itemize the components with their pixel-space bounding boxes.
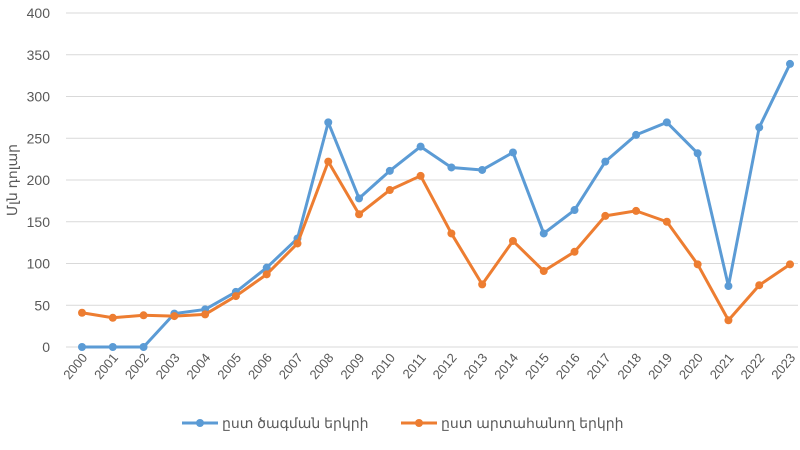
y-tick-label: 0 <box>42 339 50 355</box>
x-tick-label: 2011 <box>399 350 428 381</box>
x-tick-label: 2003 <box>153 350 183 382</box>
legend-marker-exporter <box>415 419 423 427</box>
y-tick-label: 150 <box>27 214 51 230</box>
x-tick-label: 2021 <box>707 350 737 382</box>
data-point <box>139 311 148 320</box>
data-point <box>324 118 333 127</box>
y-axis-ticks: 0 50 100 150 200 250 300 350 400 <box>27 5 51 355</box>
legend-label-exporter: ըստ արտահանող երկրի <box>441 415 623 431</box>
data-point <box>355 210 364 219</box>
legend-marker-origin <box>196 419 204 427</box>
data-point <box>355 194 364 203</box>
x-tick-label: 2008 <box>306 350 336 382</box>
data-point <box>262 270 271 279</box>
x-tick-label: 2009 <box>337 350 367 382</box>
x-tick-label: 2012 <box>430 350 460 382</box>
y-tick-label: 250 <box>27 130 51 146</box>
data-point <box>632 206 641 215</box>
y-axis-label: Մլն դոլար <box>4 144 20 216</box>
data-point <box>293 239 302 248</box>
x-tick-label: 2023 <box>768 350 798 382</box>
data-point <box>78 343 86 351</box>
data-point <box>262 263 271 272</box>
x-tick-label: 2004 <box>183 350 213 382</box>
x-tick-label: 2001 <box>91 350 121 382</box>
data-point <box>478 165 487 174</box>
data-point <box>786 260 794 269</box>
data-point <box>108 313 117 322</box>
data-point <box>170 312 179 321</box>
x-axis-ticks: 2000 2001 2002 2003 2004 2005 2006 2007 2008 2009… <box>60 350 798 382</box>
data-point <box>508 148 517 157</box>
data-point <box>724 316 733 325</box>
x-tick-label: 2006 <box>245 350 275 382</box>
legend: ըստ ծագման երկրի ըստ արտահանող երկրի <box>182 415 623 431</box>
x-tick-label: 2010 <box>368 350 398 382</box>
x-tick-label: 2014 <box>491 350 521 382</box>
data-point <box>755 123 764 132</box>
series-1 <box>78 157 794 325</box>
data-point <box>539 229 548 238</box>
x-tick-label: 2007 <box>276 350 306 382</box>
y-tick-label: 300 <box>27 89 51 105</box>
y-tick-label: 400 <box>27 5 51 21</box>
data-point <box>632 130 641 139</box>
data-point <box>201 310 210 319</box>
data-point <box>385 166 394 175</box>
data-point <box>601 211 610 220</box>
data-point <box>693 260 702 269</box>
data-point <box>570 206 579 215</box>
x-tick-label: 2016 <box>553 350 583 382</box>
series-lines <box>78 59 794 351</box>
data-point <box>447 163 456 172</box>
x-tick-label: 2015 <box>522 350 552 382</box>
data-point <box>478 280 487 289</box>
data-point <box>231 292 240 301</box>
series-line <box>81 160 791 322</box>
x-tick-label: 2005 <box>214 350 244 382</box>
data-point <box>724 282 733 291</box>
data-point <box>570 247 579 256</box>
x-tick-label: 2017 <box>584 350 614 382</box>
series-line <box>82 63 792 349</box>
x-tick-label: 2022 <box>737 350 767 382</box>
data-point <box>693 149 702 158</box>
data-point <box>416 142 425 151</box>
y-tick-label: 100 <box>27 256 51 272</box>
x-tick-label: 2020 <box>676 350 706 382</box>
data-point <box>662 118 671 127</box>
data-point <box>324 157 333 166</box>
data-point <box>662 217 671 226</box>
data-point <box>601 157 610 166</box>
data-point <box>786 59 794 68</box>
data-point <box>78 308 86 317</box>
y-tick-label: 200 <box>27 172 51 188</box>
x-tick-label: 2018 <box>614 350 644 382</box>
data-point <box>385 186 394 195</box>
x-tick-label: 2013 <box>460 350 490 382</box>
gridlines <box>66 12 798 348</box>
y-tick-label: 50 <box>34 297 50 313</box>
data-point <box>539 267 548 276</box>
data-point <box>508 236 517 245</box>
legend-label-origin: ըստ ծագման երկրի <box>222 415 368 431</box>
x-tick-label: 2019 <box>645 350 675 382</box>
y-tick-label: 350 <box>27 47 51 63</box>
data-point <box>416 171 425 180</box>
data-point <box>139 343 148 351</box>
x-tick-label: 2002 <box>122 350 152 382</box>
data-point <box>447 229 456 238</box>
x-tick-label: 2000 <box>60 350 90 382</box>
data-point <box>755 281 764 290</box>
data-point <box>108 343 117 351</box>
